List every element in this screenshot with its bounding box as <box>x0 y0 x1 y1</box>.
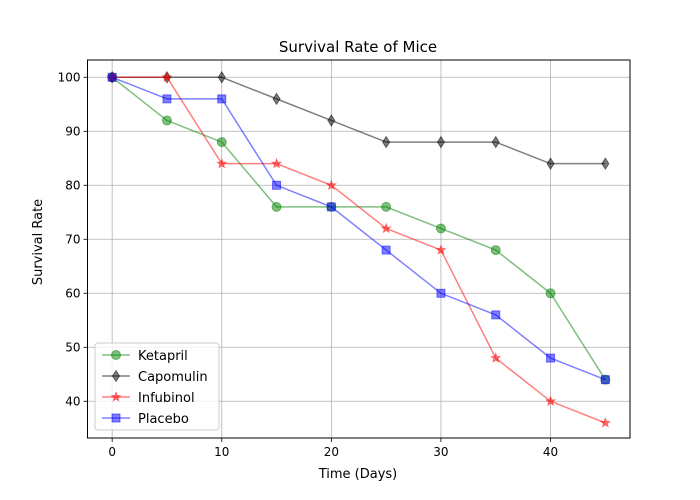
ketapril-point <box>161 115 172 126</box>
infubinol-line <box>112 76 606 424</box>
infubinol-point <box>490 352 502 363</box>
series-layer <box>106 70 611 428</box>
legend: Ketapril Capomulin Infubinol Placebo <box>94 342 220 431</box>
legend-label: Placebo <box>138 412 189 427</box>
x-tick-label: 30 <box>433 445 448 459</box>
placebo-point <box>107 72 117 82</box>
infubinol-point <box>380 222 392 234</box>
infubinol-point <box>216 157 228 169</box>
chart-title: Survival Rate of Mice <box>279 38 437 56</box>
x-tick-label: 20 <box>324 445 339 459</box>
infubinol-point <box>544 395 557 407</box>
y-axis-label: Survival Rate <box>31 199 46 285</box>
legend-label: Ketapril <box>138 349 188 364</box>
ketapril-point <box>271 201 282 212</box>
x-tick-label: 10 <box>214 445 229 459</box>
capomulin-point <box>382 135 391 149</box>
placebo-point <box>600 375 610 385</box>
legend-item-placebo: Placebo <box>102 412 189 427</box>
legend-box <box>94 342 220 431</box>
placebo-line <box>111 76 606 381</box>
capomulin-point <box>217 70 226 84</box>
y-tick-label: 60 <box>65 286 80 300</box>
infubinol-point <box>325 179 337 191</box>
y-tick-label: 100 <box>58 70 81 84</box>
capomulin-point <box>272 92 281 106</box>
y-tick-label: 50 <box>65 340 80 354</box>
series-capomulin <box>108 70 610 171</box>
capomulin-line <box>112 76 606 165</box>
ketapril-point <box>381 201 392 212</box>
ketapril-point <box>216 137 227 148</box>
legend-item-ketapril: Ketapril <box>102 349 188 364</box>
y-tick-label: 40 <box>65 394 80 408</box>
legend-swatch-marker <box>111 369 121 383</box>
x-axis-label: Time (Days) <box>318 467 398 482</box>
placebo-point <box>326 202 336 212</box>
ketapril-point <box>545 288 556 299</box>
placebo-point <box>162 94 172 104</box>
capomulin-point <box>491 135 500 149</box>
capomulin-point <box>546 157 555 171</box>
axis-ticks: 0 10 20 30 40 40 50 60 70 80 90 100 <box>58 70 559 459</box>
legend-item-infubinol: Infubinol <box>102 391 195 406</box>
ketapril-point <box>435 223 446 234</box>
x-tick-label: 40 <box>543 445 558 459</box>
placebo-point <box>546 353 556 363</box>
y-tick-label: 90 <box>65 124 80 138</box>
infubinol-point <box>161 71 173 83</box>
ketapril-point <box>490 245 501 256</box>
y-tick-label: 70 <box>65 232 80 246</box>
capomulin-point <box>327 114 336 127</box>
placebo-point <box>272 180 282 190</box>
legend-swatch-marker <box>111 350 121 360</box>
legend-item-capomulin: Capomulin <box>102 369 208 385</box>
plot-frame <box>87 59 631 439</box>
placebo-point <box>491 310 501 320</box>
legend-swatch-marker <box>111 413 121 423</box>
capomulin-point <box>436 135 446 149</box>
infubinol-point <box>599 416 611 428</box>
y-tick-label: 80 <box>65 178 80 192</box>
placebo-point <box>217 94 227 104</box>
legend-label: Capomulin <box>138 370 208 385</box>
placebo-point <box>436 288 446 298</box>
legend-label: Infubinol <box>138 391 195 406</box>
legend-swatch-marker <box>110 391 122 402</box>
placebo-point <box>381 245 391 255</box>
capomulin-point <box>601 157 610 171</box>
infubinol-point <box>435 244 447 255</box>
x-tick-label: 0 <box>108 445 116 459</box>
infubinol-point <box>270 157 283 169</box>
series-placebo <box>107 72 610 385</box>
